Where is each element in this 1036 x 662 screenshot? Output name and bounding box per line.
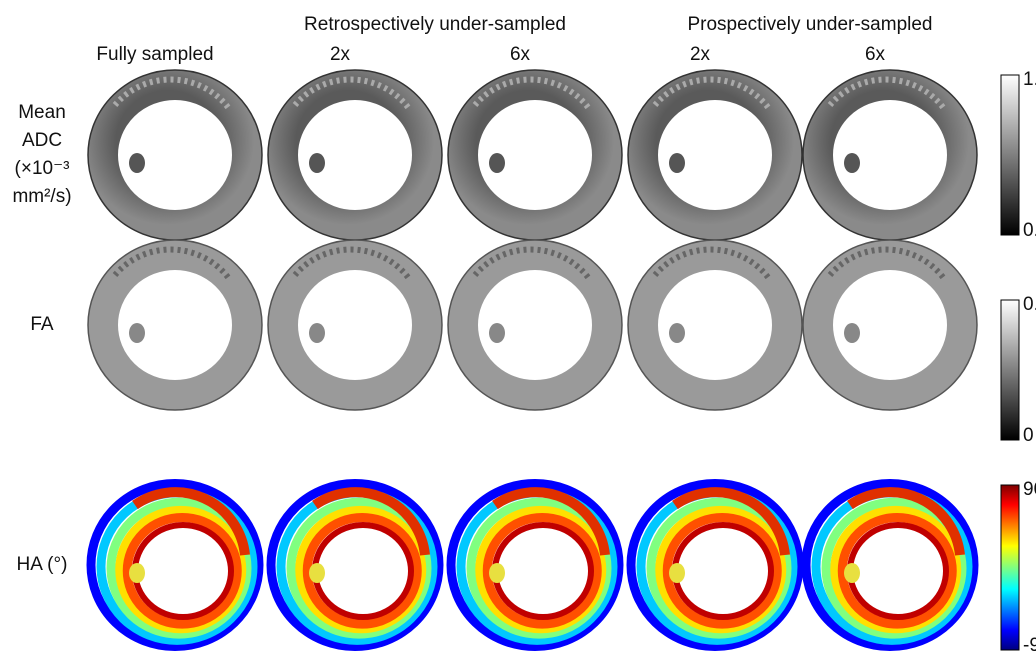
colorbar-min: 0.5 bbox=[1023, 220, 1036, 241]
row-label: Mean bbox=[18, 102, 66, 123]
map-image bbox=[448, 70, 622, 240]
row-label: (×10⁻³ bbox=[15, 158, 70, 179]
papillary bbox=[129, 563, 145, 583]
colorbar-max: 90 bbox=[1023, 479, 1036, 500]
column-group-label: Retrospectively under-sampled bbox=[304, 14, 566, 35]
column-group-label: Prospectively under-sampled bbox=[687, 14, 932, 35]
papillary bbox=[489, 153, 505, 173]
column-label: 2x bbox=[690, 44, 711, 65]
column-label: 6x bbox=[510, 44, 531, 65]
papillary bbox=[844, 153, 860, 173]
column-label: 2x bbox=[330, 44, 351, 65]
column-label: Fully sampled bbox=[96, 44, 213, 65]
papillary bbox=[309, 323, 325, 343]
colorbar bbox=[1001, 300, 1019, 440]
colorbar-min: 0 bbox=[1023, 425, 1034, 446]
papillary bbox=[309, 153, 325, 173]
figure: Retrospectively under-sampled Prospective… bbox=[0, 0, 1036, 662]
colorbar-max: 1.3 bbox=[1023, 69, 1036, 90]
ha-inner bbox=[850, 525, 946, 617]
papillary bbox=[129, 153, 145, 173]
ha-inner bbox=[675, 525, 771, 617]
papillary bbox=[669, 323, 685, 343]
map-image bbox=[271, 484, 439, 647]
map-image bbox=[268, 240, 442, 410]
map-image bbox=[631, 484, 799, 647]
ha-inner bbox=[135, 525, 231, 617]
papillary bbox=[669, 563, 685, 583]
papillary bbox=[489, 323, 505, 343]
ha-inner bbox=[495, 525, 591, 617]
papillary bbox=[309, 563, 325, 583]
map-image bbox=[451, 484, 619, 647]
papillary bbox=[844, 323, 860, 343]
map-image bbox=[268, 70, 442, 240]
map-image bbox=[803, 240, 977, 410]
colorbar-min: -90 bbox=[1023, 635, 1036, 656]
map-image bbox=[88, 70, 262, 240]
colorbar bbox=[1001, 75, 1019, 235]
row-label: FA bbox=[30, 314, 54, 335]
map-image bbox=[628, 70, 802, 240]
row-label: mm²/s) bbox=[12, 186, 71, 207]
papillary bbox=[489, 563, 505, 583]
papillary bbox=[669, 153, 685, 173]
map-image bbox=[88, 240, 262, 410]
column-label: 6x bbox=[865, 44, 886, 65]
map-image bbox=[803, 70, 977, 240]
papillary bbox=[129, 323, 145, 343]
map-image bbox=[91, 484, 259, 647]
map-image bbox=[448, 240, 622, 410]
row-label: HA (°) bbox=[17, 554, 68, 575]
row-label: ADC bbox=[22, 130, 62, 151]
map-image bbox=[628, 240, 802, 410]
map-image bbox=[806, 484, 974, 647]
papillary bbox=[844, 563, 860, 583]
colorbar bbox=[1001, 485, 1019, 650]
ha-inner bbox=[315, 525, 411, 617]
colorbar-max: 0.5 bbox=[1023, 294, 1036, 315]
